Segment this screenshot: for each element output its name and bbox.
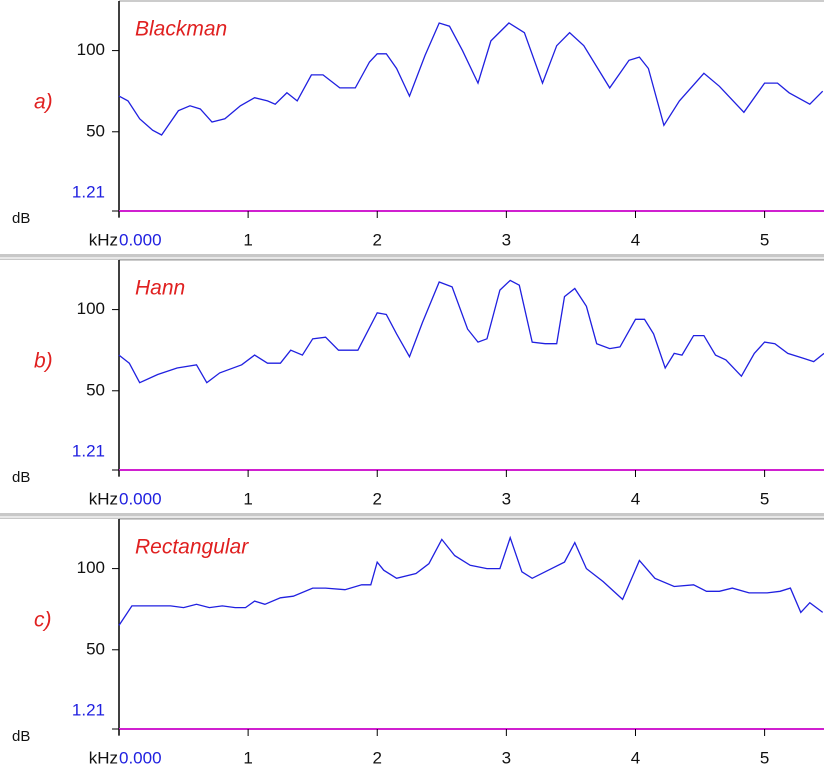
spectrum-line	[118, 535, 824, 626]
y-tick-label: 1.21	[72, 182, 105, 201]
spectrum-line	[118, 279, 824, 384]
x-tick-label: 0.000	[119, 748, 162, 767]
x-tick-label: 2	[373, 230, 382, 249]
x-axis-label: kHz	[89, 489, 118, 508]
y-tick-label: 100	[77, 40, 105, 59]
x-tick-label: 0.000	[119, 489, 162, 508]
y-axis-label: dB	[12, 210, 30, 227]
x-tick-label: 5	[760, 748, 769, 767]
x-tick-label: 2	[373, 748, 382, 767]
y-tick-label: 50	[86, 121, 105, 140]
spectrum-line	[118, 22, 824, 136]
y-tick-label: 100	[77, 558, 105, 577]
x-tick-label: 4	[631, 748, 640, 767]
x-tick-label: 3	[502, 489, 511, 508]
separator-highlight	[0, 257, 824, 259]
y-tick-label: 100	[77, 299, 105, 318]
x-tick-label: 1	[243, 230, 252, 249]
y-tick-label: 1.21	[72, 700, 105, 719]
chart-title: Rectangular	[135, 536, 249, 559]
y-axis-label: dB	[12, 469, 30, 486]
y-tick-label: 50	[86, 380, 105, 399]
chart-title: Blackman	[135, 18, 227, 41]
x-axis-label: kHz	[89, 748, 118, 767]
separator-highlight	[0, 516, 824, 518]
y-tick-label: 50	[86, 639, 105, 658]
panel-label: c)	[34, 609, 52, 632]
x-tick-label: 4	[631, 230, 640, 249]
x-tick-label: 1	[243, 748, 252, 767]
x-tick-label: 4	[631, 489, 640, 508]
y-axis-label: dB	[12, 728, 30, 745]
x-axis-label: kHz	[89, 230, 118, 249]
x-tick-label: 0.000	[119, 230, 162, 249]
y-tick-label: 1.21	[72, 441, 105, 460]
panel-label: b)	[34, 350, 53, 373]
panel-label: a)	[34, 91, 53, 114]
x-tick-label: 2	[373, 489, 382, 508]
chart-title: Hann	[135, 277, 185, 300]
x-tick-label: 5	[760, 489, 769, 508]
x-tick-label: 3	[502, 230, 511, 249]
x-tick-label: 1	[243, 489, 252, 508]
x-tick-label: 3	[502, 748, 511, 767]
x-tick-label: 5	[760, 230, 769, 249]
